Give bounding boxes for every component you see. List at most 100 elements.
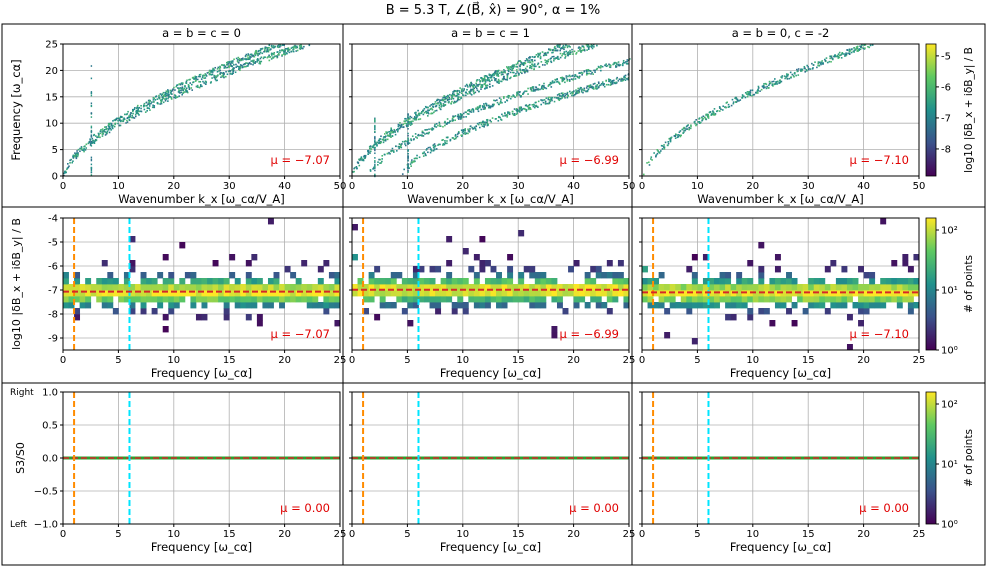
dispersion-point xyxy=(217,74,219,76)
dispersion-point xyxy=(115,117,118,120)
dispersion-point xyxy=(200,78,203,80)
amplitude-bin xyxy=(429,266,436,273)
amplitude-bin xyxy=(401,278,408,285)
dispersion-point xyxy=(199,84,202,86)
dispersion-point xyxy=(153,106,156,109)
dispersion-point xyxy=(112,120,114,122)
dispersion-point xyxy=(589,45,591,48)
dispersion-point xyxy=(110,124,113,126)
dispersion-point xyxy=(257,53,260,55)
dispersion-point xyxy=(553,100,556,103)
amplitude-bin xyxy=(85,296,92,303)
dispersion-point xyxy=(516,71,518,73)
dispersion-point xyxy=(219,73,222,76)
amplitude-bin xyxy=(123,272,130,279)
dispersion-point xyxy=(181,83,184,86)
amplitude-bin xyxy=(168,296,175,303)
amplitude-bin xyxy=(363,308,370,315)
dispersion-point xyxy=(475,87,478,90)
dispersion-point xyxy=(152,101,155,103)
dispersion-point xyxy=(296,46,299,49)
dispersion-point xyxy=(454,133,457,136)
dispersion-point xyxy=(85,147,87,149)
dispersion-point xyxy=(175,84,178,87)
dispersion-point xyxy=(242,57,244,60)
x-tick-label: 40 xyxy=(857,181,870,192)
dispersion-point xyxy=(564,94,567,97)
dispersion-point xyxy=(602,83,604,85)
dispersion-point xyxy=(267,56,269,58)
dispersion-spike xyxy=(407,114,409,117)
dispersion-spike xyxy=(90,134,93,137)
dispersion-point xyxy=(411,135,414,138)
dispersion-point xyxy=(568,74,571,77)
dispersion-point xyxy=(488,106,491,108)
dispersion-point xyxy=(564,53,566,56)
dispersion-point xyxy=(215,79,218,82)
amplitude-bin xyxy=(379,278,386,285)
x-axis-label: Frequency [ω_cα] xyxy=(440,540,541,554)
dispersion-point xyxy=(143,108,146,111)
dispersion-point xyxy=(63,172,65,175)
x-tick-label: 30 xyxy=(512,181,525,192)
dispersion-point xyxy=(518,65,521,67)
dispersion-point xyxy=(749,94,752,97)
dispersion-point xyxy=(616,76,618,79)
dispersion-point xyxy=(553,59,555,62)
dispersion-point xyxy=(840,53,843,55)
dispersion-point xyxy=(125,122,127,124)
dispersion-point xyxy=(92,139,94,142)
colorbar xyxy=(925,217,937,351)
dispersion-point xyxy=(398,143,401,145)
amplitude-bin xyxy=(290,272,297,279)
amplitude-bin xyxy=(101,290,108,297)
amplitude-bin xyxy=(129,260,136,267)
dispersion-point xyxy=(582,45,585,48)
amplitude-bin xyxy=(880,218,887,225)
y-tick-label: −1.0 xyxy=(34,520,58,531)
dispersion-point xyxy=(186,91,189,94)
dispersion-point xyxy=(559,56,562,59)
dispersion-spike xyxy=(374,130,376,133)
amplitude-bin xyxy=(702,284,709,291)
amplitude-bin xyxy=(112,284,119,291)
dispersion-point xyxy=(427,106,429,109)
dispersion-point xyxy=(626,60,628,63)
dispersion-point xyxy=(404,120,407,122)
amplitude-bin xyxy=(858,284,864,291)
dispersion-point xyxy=(151,101,153,103)
amplitude-bin xyxy=(418,284,425,291)
amplitude-bin xyxy=(752,296,759,303)
dispersion-point xyxy=(444,96,446,99)
dispersion-point xyxy=(543,85,545,87)
dispersion-point xyxy=(156,102,159,105)
amplitude-bin xyxy=(223,296,230,303)
dispersion-point xyxy=(854,49,856,51)
dispersion-point xyxy=(198,86,201,89)
amplitude-bin xyxy=(234,284,241,291)
amplitude-bin xyxy=(435,296,442,303)
amplitude-bin xyxy=(595,272,602,279)
dispersion-point xyxy=(517,72,520,75)
dispersion-point xyxy=(528,104,530,107)
dispersion-point xyxy=(674,137,677,140)
dispersion-point xyxy=(422,109,425,112)
amplitude-bin xyxy=(741,296,748,303)
dispersion-point xyxy=(432,106,435,108)
dispersion-point xyxy=(506,74,509,76)
dispersion-point xyxy=(223,76,225,79)
dispersion-point xyxy=(270,46,273,48)
dispersion-point xyxy=(845,53,848,56)
dispersion-point xyxy=(228,61,231,64)
dispersion-point xyxy=(232,68,235,71)
amplitude-bin xyxy=(262,296,269,303)
amplitude-bin xyxy=(686,296,693,303)
dispersion-spike xyxy=(90,156,93,159)
dispersion-point xyxy=(381,154,384,157)
dispersion-point xyxy=(800,70,802,72)
amplitude-bin xyxy=(664,290,671,297)
dispersion-point xyxy=(255,52,258,54)
dispersion-point xyxy=(374,143,377,146)
dispersion-point xyxy=(146,109,148,112)
